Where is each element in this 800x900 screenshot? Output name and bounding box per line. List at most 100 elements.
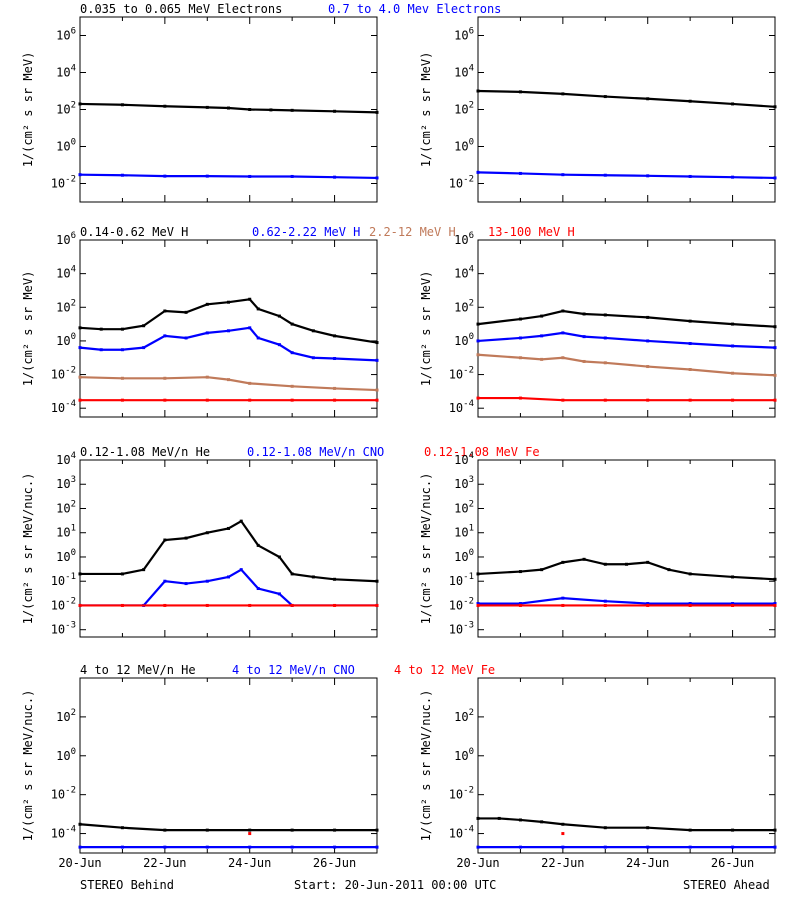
series-line (478, 396, 775, 402)
data-point (688, 398, 692, 402)
data-point (78, 603, 82, 607)
legend-item: 4 to 12 MeV Fe (394, 663, 495, 677)
data-point (99, 327, 103, 331)
data-point (773, 346, 777, 350)
data-point (688, 602, 692, 606)
data-point (731, 575, 735, 579)
data-point (603, 398, 607, 402)
data-point (78, 346, 82, 350)
series-line (477, 558, 776, 581)
data-point (375, 845, 379, 849)
data-point (646, 365, 650, 369)
y-axis-label: 1/(cm² s sr MeV/nuc.) (21, 473, 35, 625)
y-tick-label: 10-2 (449, 786, 474, 802)
y-tick-label: 106 (454, 231, 474, 247)
data-point (375, 388, 379, 392)
x-tick-label: 20-Jun (58, 856, 101, 870)
data-point (277, 314, 281, 318)
x-tick-label: 24-Jun (626, 856, 669, 870)
data-point (142, 324, 146, 328)
data-point (248, 326, 252, 330)
data-point (248, 832, 252, 836)
data-point (476, 170, 480, 174)
y-tick-label: 104 (454, 451, 474, 467)
data-point (646, 174, 650, 178)
panel-frame (79, 677, 378, 854)
data-point (120, 398, 124, 402)
y-tick-label: 102 (56, 708, 76, 724)
data-point (646, 339, 650, 343)
data-point (78, 398, 82, 402)
panel-electrons-behind: 106 104 102 100 10-2 1/(cm² s sr MeV) (21, 16, 379, 203)
y-tick-label: 10-3 (449, 621, 474, 637)
data-point (773, 602, 777, 606)
data-point (163, 398, 167, 402)
y-axis-label: 1/(cm² s sr MeV/nuc.) (419, 690, 433, 842)
y-tick-label: 104 (454, 64, 474, 80)
data-point (582, 359, 586, 363)
x-tick-label: 26-Jun (711, 856, 754, 870)
data-point (476, 89, 480, 93)
data-point (256, 543, 260, 547)
y-tick-label: 100 (454, 138, 474, 154)
panel-electrons-ahead: 106 104 102 100 10-2 1/(cm² s sr MeV) (419, 16, 777, 203)
y-tick-label: 10-2 (51, 366, 76, 382)
data-point (476, 603, 480, 607)
data-point (248, 297, 252, 301)
data-point (239, 519, 243, 523)
data-point (476, 396, 480, 400)
y-tick-label: 10-1 (51, 572, 76, 588)
y-tick-label: 103 (454, 475, 474, 491)
data-point (333, 603, 337, 607)
data-point (476, 845, 480, 849)
data-point (248, 398, 252, 402)
data-point (375, 579, 379, 583)
data-point (375, 358, 379, 362)
data-point (688, 572, 692, 576)
y-tick-label: 10-2 (51, 786, 76, 802)
data-point (311, 356, 315, 360)
data-point (603, 361, 607, 365)
data-point (239, 568, 243, 572)
y-tick-label: 102 (454, 298, 474, 314)
data-point (290, 603, 294, 607)
data-point (561, 309, 565, 313)
y-axis-label: 1/(cm² s sr MeV) (419, 52, 433, 168)
data-point (227, 329, 230, 333)
data-point (731, 102, 735, 106)
data-point (333, 175, 337, 179)
data-point (518, 603, 522, 607)
data-point (773, 325, 777, 329)
data-point (582, 312, 586, 316)
data-point (646, 603, 650, 607)
data-point (476, 572, 480, 576)
y-tick-label: 104 (454, 265, 474, 281)
y-tick-label: 102 (56, 298, 76, 314)
data-point (333, 357, 337, 361)
legend-item: 13-100 MeV H (488, 225, 575, 239)
data-point (78, 102, 82, 106)
data-point (248, 108, 252, 111)
data-point (518, 818, 522, 822)
data-point (646, 602, 650, 606)
panel-heavy-ions-high-ahead: 102 100 10-2 10-4 20-Jun 22-Jun 24-Jun 26-Jun 1/… (419, 677, 777, 870)
data-point (227, 300, 230, 304)
data-point (561, 331, 565, 335)
data-point (205, 105, 209, 109)
data-point (227, 378, 230, 382)
y-tick-label: 106 (56, 231, 76, 247)
data-point (646, 560, 650, 564)
data-point (375, 398, 379, 402)
data-point (561, 173, 565, 177)
data-point (290, 398, 294, 402)
data-point (248, 381, 252, 385)
data-point (333, 386, 337, 390)
data-point (476, 322, 480, 326)
data-point (561, 822, 565, 826)
series-line (478, 597, 775, 605)
x-tick-label: 22-Jun (541, 856, 584, 870)
data-point (184, 536, 188, 540)
data-point (205, 579, 209, 583)
data-point (518, 570, 522, 574)
data-point (205, 398, 209, 402)
